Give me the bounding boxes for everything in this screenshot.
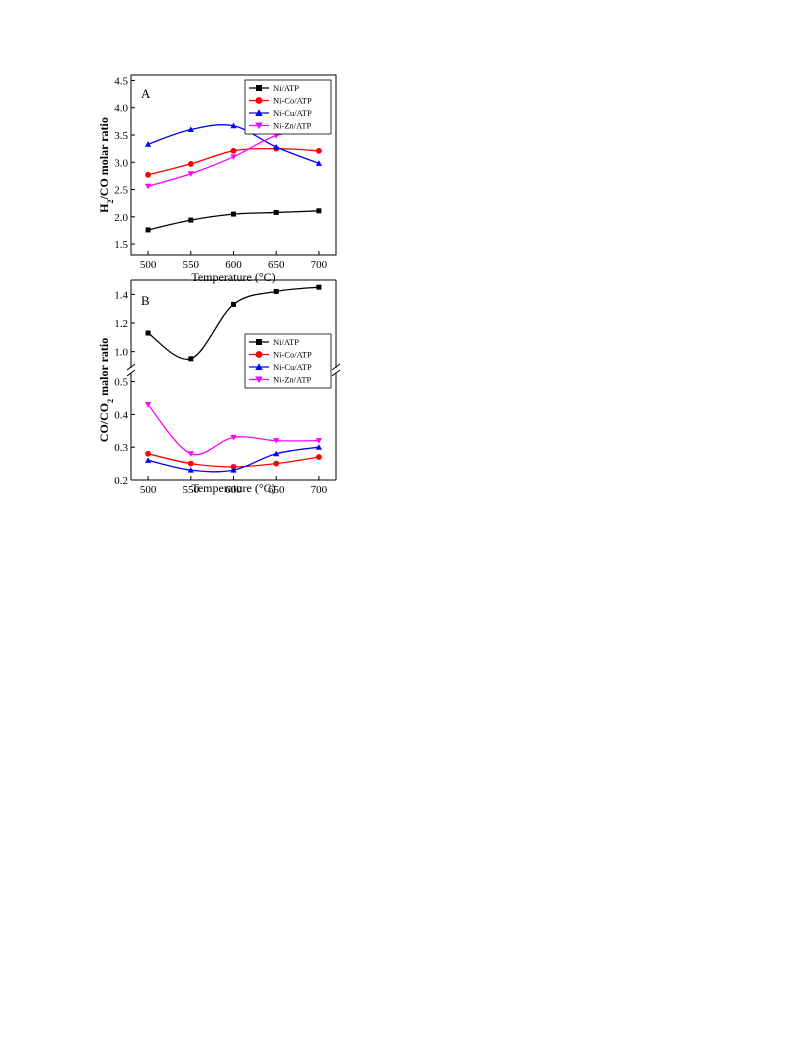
y-tick-label: 1.2 [114,318,128,330]
data-point [231,211,236,217]
panel-label: B [141,293,150,308]
legend-marker [255,351,263,358]
data-point [144,402,152,408]
data-point [316,284,322,290]
data-point [145,330,151,336]
y-tick-label: 4.0 [114,103,128,115]
data-point [230,463,237,470]
y-tick-label: 0.5 [114,377,128,389]
y-axis-label: H2/CO molar ratio [97,117,115,213]
data-point [315,444,323,450]
x-tick-label: 650 [268,484,285,495]
y-axis-label-rest: malor ratio [97,338,111,399]
y-tick-label: 3.0 [114,157,128,169]
y-axis-label-subscript: 2 [106,399,115,403]
data-point [273,133,280,139]
legend-marker [255,376,263,384]
y-axis-label-main: CO/CO [97,403,111,442]
data-point [315,438,323,444]
y-tick-label: 0.3 [114,442,128,454]
legend-label: Ni-Zn/ATP [273,121,312,131]
data-point [145,450,151,457]
y-axis-label-rest: /CO molar ratio [97,117,111,200]
y-tick-label: 1.0 [114,347,128,359]
data-point [231,301,236,307]
data-point [273,143,280,150]
data-point [230,122,237,129]
figure: 1.5 2.0 2.5 3.0 3.5 4.0 4.5 500 550 600 650 700 Temp… [96,70,346,496]
data-point [188,217,194,223]
panel-a: 1.5 2.0 2.5 3.0 3.5 4.0 4.5 500 550 600 650 700 Temp… [97,74,337,284]
data-point [273,460,280,467]
panel-label: A [141,86,151,101]
data-point [188,356,194,362]
y-tick-label: 1.5 [114,239,128,251]
y-tick-label: 1.4 [114,289,128,301]
data-point [187,460,194,467]
legend-label: Ni/ATP [273,83,299,93]
y-axis-label-main: H [97,203,111,213]
data-point [230,434,237,441]
data-point [187,451,194,457]
legend-label: Ni-Cu/ATP [273,108,312,118]
y-tick-label: 4.5 [114,75,128,87]
axis-break-mark [331,363,341,371]
legend-marker [255,363,263,370]
legend-label: Ni-Zn/ATP [273,375,312,385]
legend-marker [255,122,263,130]
x-tick-label: 600 [225,259,242,271]
data-point [230,147,237,154]
data-point [273,288,279,294]
legend-marker [256,339,262,345]
y-tick-label: 2.0 [114,212,128,224]
x-tick-label: 700 [311,484,328,495]
data-point [230,154,237,160]
data-point [316,147,322,154]
x-tick-label: 500 [140,484,157,495]
y-tick-label: 0.2 [114,475,128,487]
data-point [187,171,194,177]
data-point [315,160,323,166]
data-point [144,457,152,463]
y-tick-label: 0.4 [114,409,128,421]
data-point [316,208,322,214]
chart-svg: 1.5 2.0 2.5 3.0 3.5 4.0 4.5 500 550 600 650 700 Temp… [97,74,341,496]
x-tick-label: 500 [140,259,157,271]
legend-label: Ni/ATP [273,337,299,347]
data-point [187,126,194,133]
axis-break-mark [331,369,341,377]
legend-marker [255,109,263,116]
x-tick-label: 700 [311,259,328,271]
data-point [144,183,152,190]
legend-marker [255,97,263,104]
x-tick-label: 600 [225,484,242,495]
x-tick-label: 550 [183,484,200,495]
y-tick-label: 3.5 [114,130,128,142]
data-point [316,454,322,460]
legend-label: Ni-Cu/ATP [273,362,312,372]
panel-b: 1.0 1.2 1.4 0.2 0.3 0.4 0.5 500 550 600 650 700 Temp… [97,279,341,496]
x-axis-label: Temperature (°C) [191,481,275,495]
series-line [147,404,319,456]
x-tick-label: 650 [268,259,285,271]
data-point [187,161,194,167]
data-point [273,450,280,457]
legend-label: Ni-Co/ATP [273,96,312,106]
data-point [230,467,237,473]
axis-break-mark [126,369,136,377]
y-axis-label: CO/CO2 malor ratio [97,338,115,442]
x-axis-label: Temperature (°C) [191,270,275,284]
y-axis-label-subscript: 2 [106,200,115,204]
data-point [144,141,152,147]
data-point [273,209,279,215]
axis-break-mark [126,363,136,371]
y-tick-label: 2.5 [114,185,128,197]
data-point [273,438,280,444]
x-tick-label: 550 [183,259,200,271]
legend-marker [256,85,262,91]
data-point [145,227,151,233]
legend-label: Ni-Co/ATP [273,350,312,360]
data-point [145,171,151,178]
data-point [187,467,194,473]
